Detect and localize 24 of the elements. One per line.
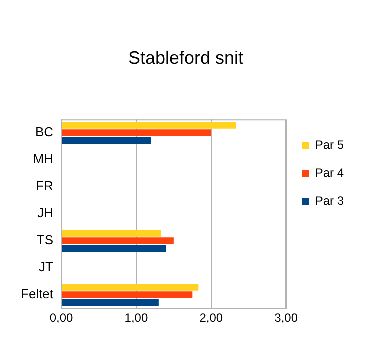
y-tick-label: MH [33,152,54,167]
y-tick-label: BC [35,124,54,140]
legend-label: Par 5 [315,138,344,152]
bar [62,238,174,245]
y-tick-label: Feltet [20,286,54,302]
bar [62,122,236,129]
bar [62,137,152,144]
x-tick-label: 2,00 [200,311,224,326]
y-tick-label: TS [36,232,54,248]
bar [62,130,212,137]
legend-label: Par 4 [315,166,344,180]
bar [62,299,159,306]
legend-label: Par 3 [315,194,344,208]
y-tick-label: JT [39,260,54,275]
bar [62,230,162,237]
bar [62,245,166,252]
x-tick-label: 0,00 [50,311,74,326]
y-tick-label: FR [36,178,54,194]
x-tick-label: 1,00 [124,311,148,326]
chart-title: Stableford snit [128,48,244,68]
bar [62,284,199,291]
bar [62,292,193,299]
x-tick-label: 3,00 [274,311,298,326]
y-tick-label: JH [38,206,54,221]
